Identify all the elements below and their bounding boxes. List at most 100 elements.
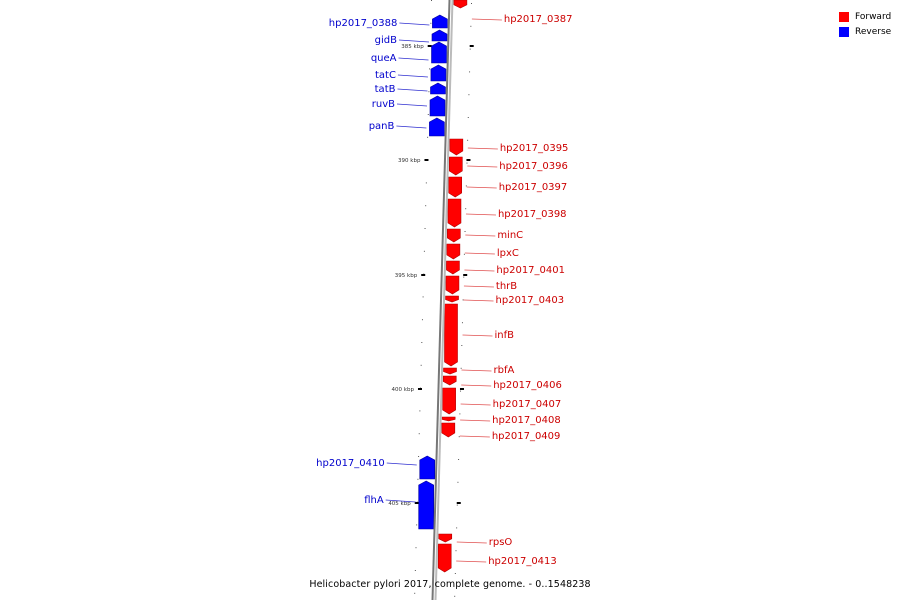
minor-tick xyxy=(421,319,423,321)
leader-line xyxy=(460,403,491,406)
gene-labels: hp2017_0387 hp2017_0388 gidB queA tatC tatB ru… xyxy=(316,14,572,567)
minor-tick xyxy=(423,250,425,252)
leader-line xyxy=(398,39,430,43)
gene-label: hp2017_0409 xyxy=(492,431,561,442)
minor-tick xyxy=(420,364,422,366)
tick-label: 385 kbp xyxy=(401,44,424,50)
legend-item-reverse: Reverse xyxy=(839,24,891,39)
gene-arrow xyxy=(448,176,463,198)
gene-arrow xyxy=(445,295,459,303)
gene-arrow xyxy=(453,0,468,9)
gene-label: flhA xyxy=(364,495,384,506)
forward-swatch xyxy=(839,11,849,22)
minor-tick xyxy=(416,524,418,526)
gene-arrow xyxy=(446,243,461,260)
leader-line xyxy=(462,334,493,337)
gene-label: minC xyxy=(497,230,523,241)
leader-line xyxy=(399,22,430,26)
minor-tick xyxy=(467,139,469,141)
leader-line xyxy=(463,285,494,288)
gene-arrow xyxy=(444,303,458,367)
gene-label: infB xyxy=(495,330,515,341)
minor-tick xyxy=(470,25,472,27)
leader-line xyxy=(396,125,427,129)
gene-label: thrB xyxy=(496,281,517,292)
gene-label: hp2017_0398 xyxy=(498,209,567,220)
gene-arrow xyxy=(430,64,447,82)
minor-tick xyxy=(414,570,416,571)
minor-tick xyxy=(418,433,420,435)
gene-arrow xyxy=(447,198,462,228)
legend-label-reverse: Reverse xyxy=(855,26,892,37)
minor-tick xyxy=(425,182,427,184)
leader-line xyxy=(456,541,487,544)
legend-item-forward: Forward xyxy=(839,9,891,24)
gene-label: tatC xyxy=(375,70,396,81)
major-tick-right xyxy=(466,159,471,161)
leader-line xyxy=(461,369,492,372)
leader-line xyxy=(398,57,429,61)
minor-tick xyxy=(422,296,424,298)
minor-tick xyxy=(427,136,429,138)
minor-tick xyxy=(466,162,468,164)
minor-tick xyxy=(460,367,462,369)
minor-tick xyxy=(461,345,463,346)
legend-label-forward: Forward xyxy=(855,11,892,22)
leader-line xyxy=(465,213,496,216)
leader-line xyxy=(466,186,497,189)
minor-tick xyxy=(427,114,429,115)
gene-arrow xyxy=(443,367,457,375)
genome-backbone xyxy=(431,0,454,600)
gene-arrow xyxy=(430,82,446,95)
gene-arrow xyxy=(438,533,453,543)
gene-features xyxy=(418,0,468,573)
backbone-line-shadow xyxy=(434,0,454,600)
gene-arrow xyxy=(446,260,460,275)
major-tick-left xyxy=(421,274,426,276)
major-tick-left xyxy=(417,388,422,390)
gene-label: hp2017_0406 xyxy=(493,380,562,391)
minor-tick xyxy=(464,231,466,232)
tick-label: 405 kbp xyxy=(388,501,411,507)
major-tick-right xyxy=(459,388,464,390)
major-tick-left xyxy=(427,45,432,47)
minor-tick xyxy=(463,253,465,255)
gene-label: panB xyxy=(369,121,395,132)
major-tick-right xyxy=(456,502,461,504)
minor-tick xyxy=(461,322,463,324)
gene-arrow xyxy=(441,422,456,438)
minor-tick xyxy=(455,550,457,552)
minor-tick xyxy=(471,3,472,4)
tick-label: 400 kbp xyxy=(392,387,415,393)
minor-tick xyxy=(430,22,432,24)
gene-arrow xyxy=(429,95,446,117)
major-tick-right xyxy=(463,274,468,276)
minor-tick xyxy=(425,205,427,207)
gene-label: hp2017_0401 xyxy=(496,265,565,276)
gene-arrow xyxy=(442,387,456,415)
gene-arrow xyxy=(431,41,447,64)
minor-tick xyxy=(469,48,471,50)
gene-arrow xyxy=(441,416,456,422)
leader-line xyxy=(464,269,495,272)
gene-label: rbfA xyxy=(493,365,514,376)
strand-legend: Forward Reverse xyxy=(839,9,891,39)
tick-label: 395 kbp xyxy=(395,273,418,279)
minor-tick xyxy=(429,68,431,70)
minor-tick xyxy=(456,504,458,506)
leader-line xyxy=(467,147,498,150)
minor-tick xyxy=(424,228,426,229)
backbone-line xyxy=(431,0,451,600)
gene-arrow xyxy=(445,275,460,295)
gene-label: ruvB xyxy=(372,99,395,110)
gene-label: hp2017_0413 xyxy=(488,556,557,567)
gene-arrow xyxy=(442,375,457,386)
gene-arrow xyxy=(449,138,464,156)
leader-line xyxy=(464,252,495,255)
gene-label: hp2017_0407 xyxy=(493,399,562,410)
minor-tick xyxy=(428,91,430,93)
gene-arrow xyxy=(432,14,448,29)
minor-tick xyxy=(419,410,421,412)
leader-line xyxy=(460,419,491,422)
